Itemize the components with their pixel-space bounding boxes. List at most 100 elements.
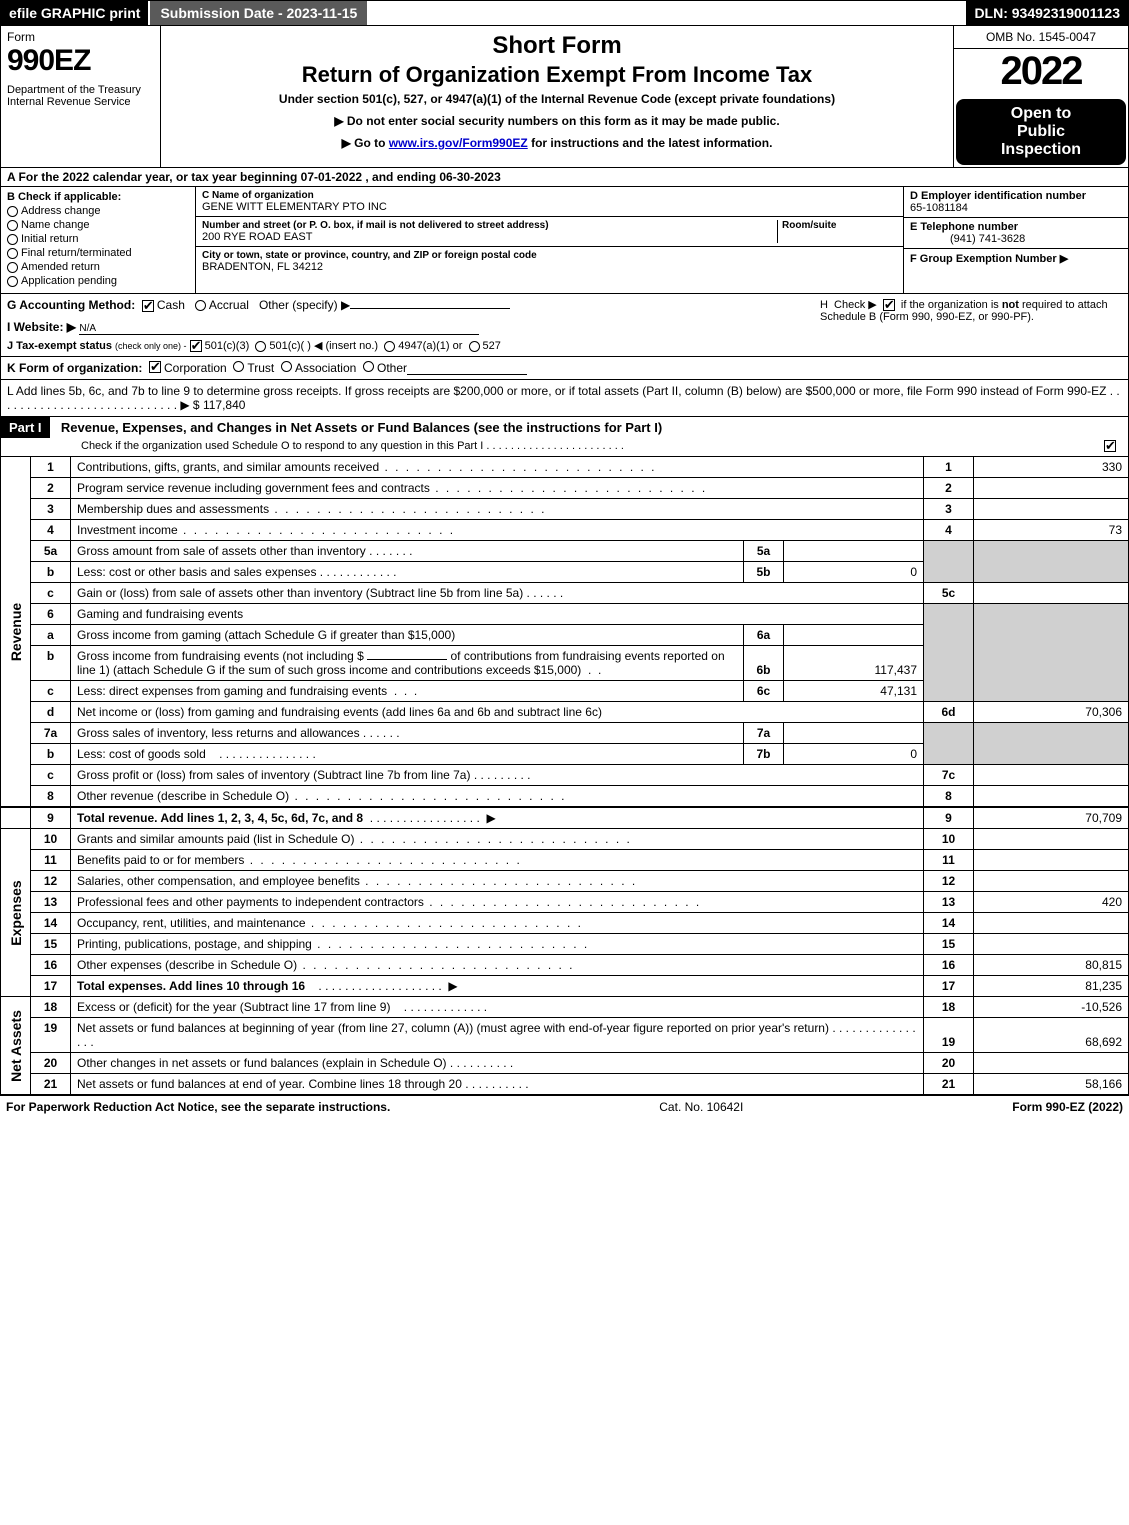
l21-val: 58,166 (974, 1074, 1129, 1095)
footer: For Paperwork Reduction Act Notice, see … (0, 1095, 1129, 1118)
line-4: 4 Investment income 4 73 (1, 520, 1129, 541)
line-7c: c Gross profit or (loss) from sales of i… (1, 765, 1129, 786)
l20-box: 20 (924, 1053, 974, 1074)
footer-mid: Cat. No. 10642I (390, 1100, 1012, 1114)
l17-box: 17 (924, 976, 974, 997)
l3-desc: Membership dues and assessments (71, 499, 924, 520)
l6c-num: c (31, 681, 71, 702)
lines-table: Revenue 1 Contributions, gifts, grants, … (0, 457, 1129, 1095)
d-label: D Employer identification number (910, 190, 1086, 202)
l13-box: 13 (924, 892, 974, 913)
l18-box: 18 (924, 997, 974, 1018)
meta-l: L Add lines 5b, 6c, and 7b to line 9 to … (0, 380, 1129, 417)
l16-desc: Other expenses (describe in Schedule O) (71, 955, 924, 976)
chk-amended-label: Amended return (21, 261, 100, 273)
chk-501c3[interactable] (190, 340, 202, 352)
l11-num: 11 (31, 850, 71, 871)
chk-501c[interactable] (255, 341, 266, 352)
line-1: Revenue 1 Contributions, gifts, grants, … (1, 457, 1129, 478)
l5b-ib: 5b (744, 562, 784, 583)
f-label: F Group Exemption Number ▶ (910, 253, 1068, 265)
chk-other[interactable] (363, 361, 374, 372)
l6b-desc: Gross income from fundraising events (no… (71, 646, 744, 681)
k-assoc: Association (295, 361, 356, 375)
chk-pending-label: Application pending (21, 275, 117, 287)
chk-corp[interactable] (149, 361, 161, 373)
city-row: City or town, state or province, country… (196, 247, 903, 276)
l5c-box: 5c (924, 583, 974, 604)
e-label: E Telephone number (910, 221, 1018, 233)
l10-desc: Grants and similar amounts paid (list in… (71, 829, 924, 850)
tax-year: 2022 (954, 49, 1128, 97)
l12-box: 12 (924, 871, 974, 892)
chk-accrual[interactable] (195, 300, 206, 311)
line-2: 2 Program service revenue including gove… (1, 478, 1129, 499)
g-cash: Cash (157, 298, 185, 312)
h-text: H Check ▶ if the organization is not req… (820, 299, 1108, 323)
chk-initial-return[interactable]: Initial return (7, 233, 189, 245)
l17-num: 17 (31, 976, 71, 997)
line-13: 13 Professional fees and other payments … (1, 892, 1129, 913)
l16-box: 16 (924, 955, 974, 976)
d-row: D Employer identification number 65-1081… (904, 187, 1128, 218)
chk-address-change[interactable]: Address change (7, 205, 189, 217)
l5b-num: b (31, 562, 71, 583)
l14-box: 14 (924, 913, 974, 934)
l6c-desc: Less: direct expenses from gaming and fu… (71, 681, 744, 702)
goto-link[interactable]: www.irs.gov/Form990EZ (389, 136, 528, 150)
chk-assoc[interactable] (281, 361, 292, 372)
org-name-row: C Name of organization GENE WITT ELEMENT… (196, 187, 903, 217)
d-value: 65-1081184 (910, 202, 968, 214)
chk-h[interactable] (883, 299, 895, 311)
netassets-label: Net Assets (8, 1010, 24, 1082)
chk-4947[interactable] (384, 341, 395, 352)
chk-application-pending[interactable]: Application pending (7, 275, 189, 287)
addr-value: 200 RYE ROAD EAST (202, 231, 777, 243)
chk-527[interactable] (469, 341, 480, 352)
l7c-val (974, 765, 1129, 786)
line-19: 19 Net assets or fund balances at beginn… (1, 1018, 1129, 1053)
chk-name-change[interactable]: Name change (7, 219, 189, 231)
l6a-ib: 6a (744, 625, 784, 646)
return-title: Return of Organization Exempt From Incom… (169, 62, 945, 88)
l13-desc: Professional fees and other payments to … (71, 892, 924, 913)
chk-cash[interactable] (142, 300, 154, 312)
line-10: Expenses 10 Grants and similar amounts p… (1, 829, 1129, 850)
line-18: Net Assets 18 Excess or (deficit) for th… (1, 997, 1129, 1018)
goto-instruction: ▶ Go to www.irs.gov/Form990EZ for instru… (169, 136, 945, 150)
l20-val (974, 1053, 1129, 1074)
dept-label: Department of the Treasury (7, 84, 154, 96)
l16-num: 16 (31, 955, 71, 976)
revenue-sidebar: Revenue (1, 457, 31, 807)
l17-desc: Total expenses. Add lines 10 through 16 … (71, 976, 924, 997)
l6b-ib: 6b (744, 646, 784, 681)
expenses-label: Expenses (8, 880, 24, 945)
line-6: 6 Gaming and fundraising events (1, 604, 1129, 625)
l19-desc: Net assets or fund balances at beginning… (71, 1018, 924, 1053)
l13-val: 420 (974, 892, 1129, 913)
meta-h: H Check ▶ if the organization is not req… (812, 298, 1122, 352)
l6-graybox (924, 604, 974, 702)
l4-val: 73 (974, 520, 1129, 541)
c-label: C Name of organization (202, 190, 897, 201)
efile-label[interactable]: efile GRAPHIC print (1, 1, 148, 25)
chk-final-return[interactable]: Final return/terminated (7, 247, 189, 259)
open-public-badge: Open to Public Inspection (956, 99, 1126, 165)
j-501c3: 501(c)(3) (205, 340, 250, 352)
l6c-iv: 47,131 (784, 681, 924, 702)
chk-schedule-o[interactable] (1104, 440, 1116, 452)
chk-amended-return[interactable]: Amended return (7, 261, 189, 273)
l11-desc: Benefits paid to or for members (71, 850, 924, 871)
i-value: N/A (79, 323, 479, 335)
l16-val: 80,815 (974, 955, 1129, 976)
l7-graybox (924, 723, 974, 765)
line-16: 16 Other expenses (describe in Schedule … (1, 955, 1129, 976)
g-accrual: Accrual (209, 298, 249, 312)
j-sub: (check only one) - (115, 341, 187, 351)
form-word: Form (7, 30, 154, 44)
l19-num: 19 (31, 1018, 71, 1053)
l1-box: 1 (924, 457, 974, 478)
l7a-num: 7a (31, 723, 71, 744)
chk-trust[interactable] (233, 361, 244, 372)
l5b-desc: Less: cost or other basis and sales expe… (71, 562, 744, 583)
